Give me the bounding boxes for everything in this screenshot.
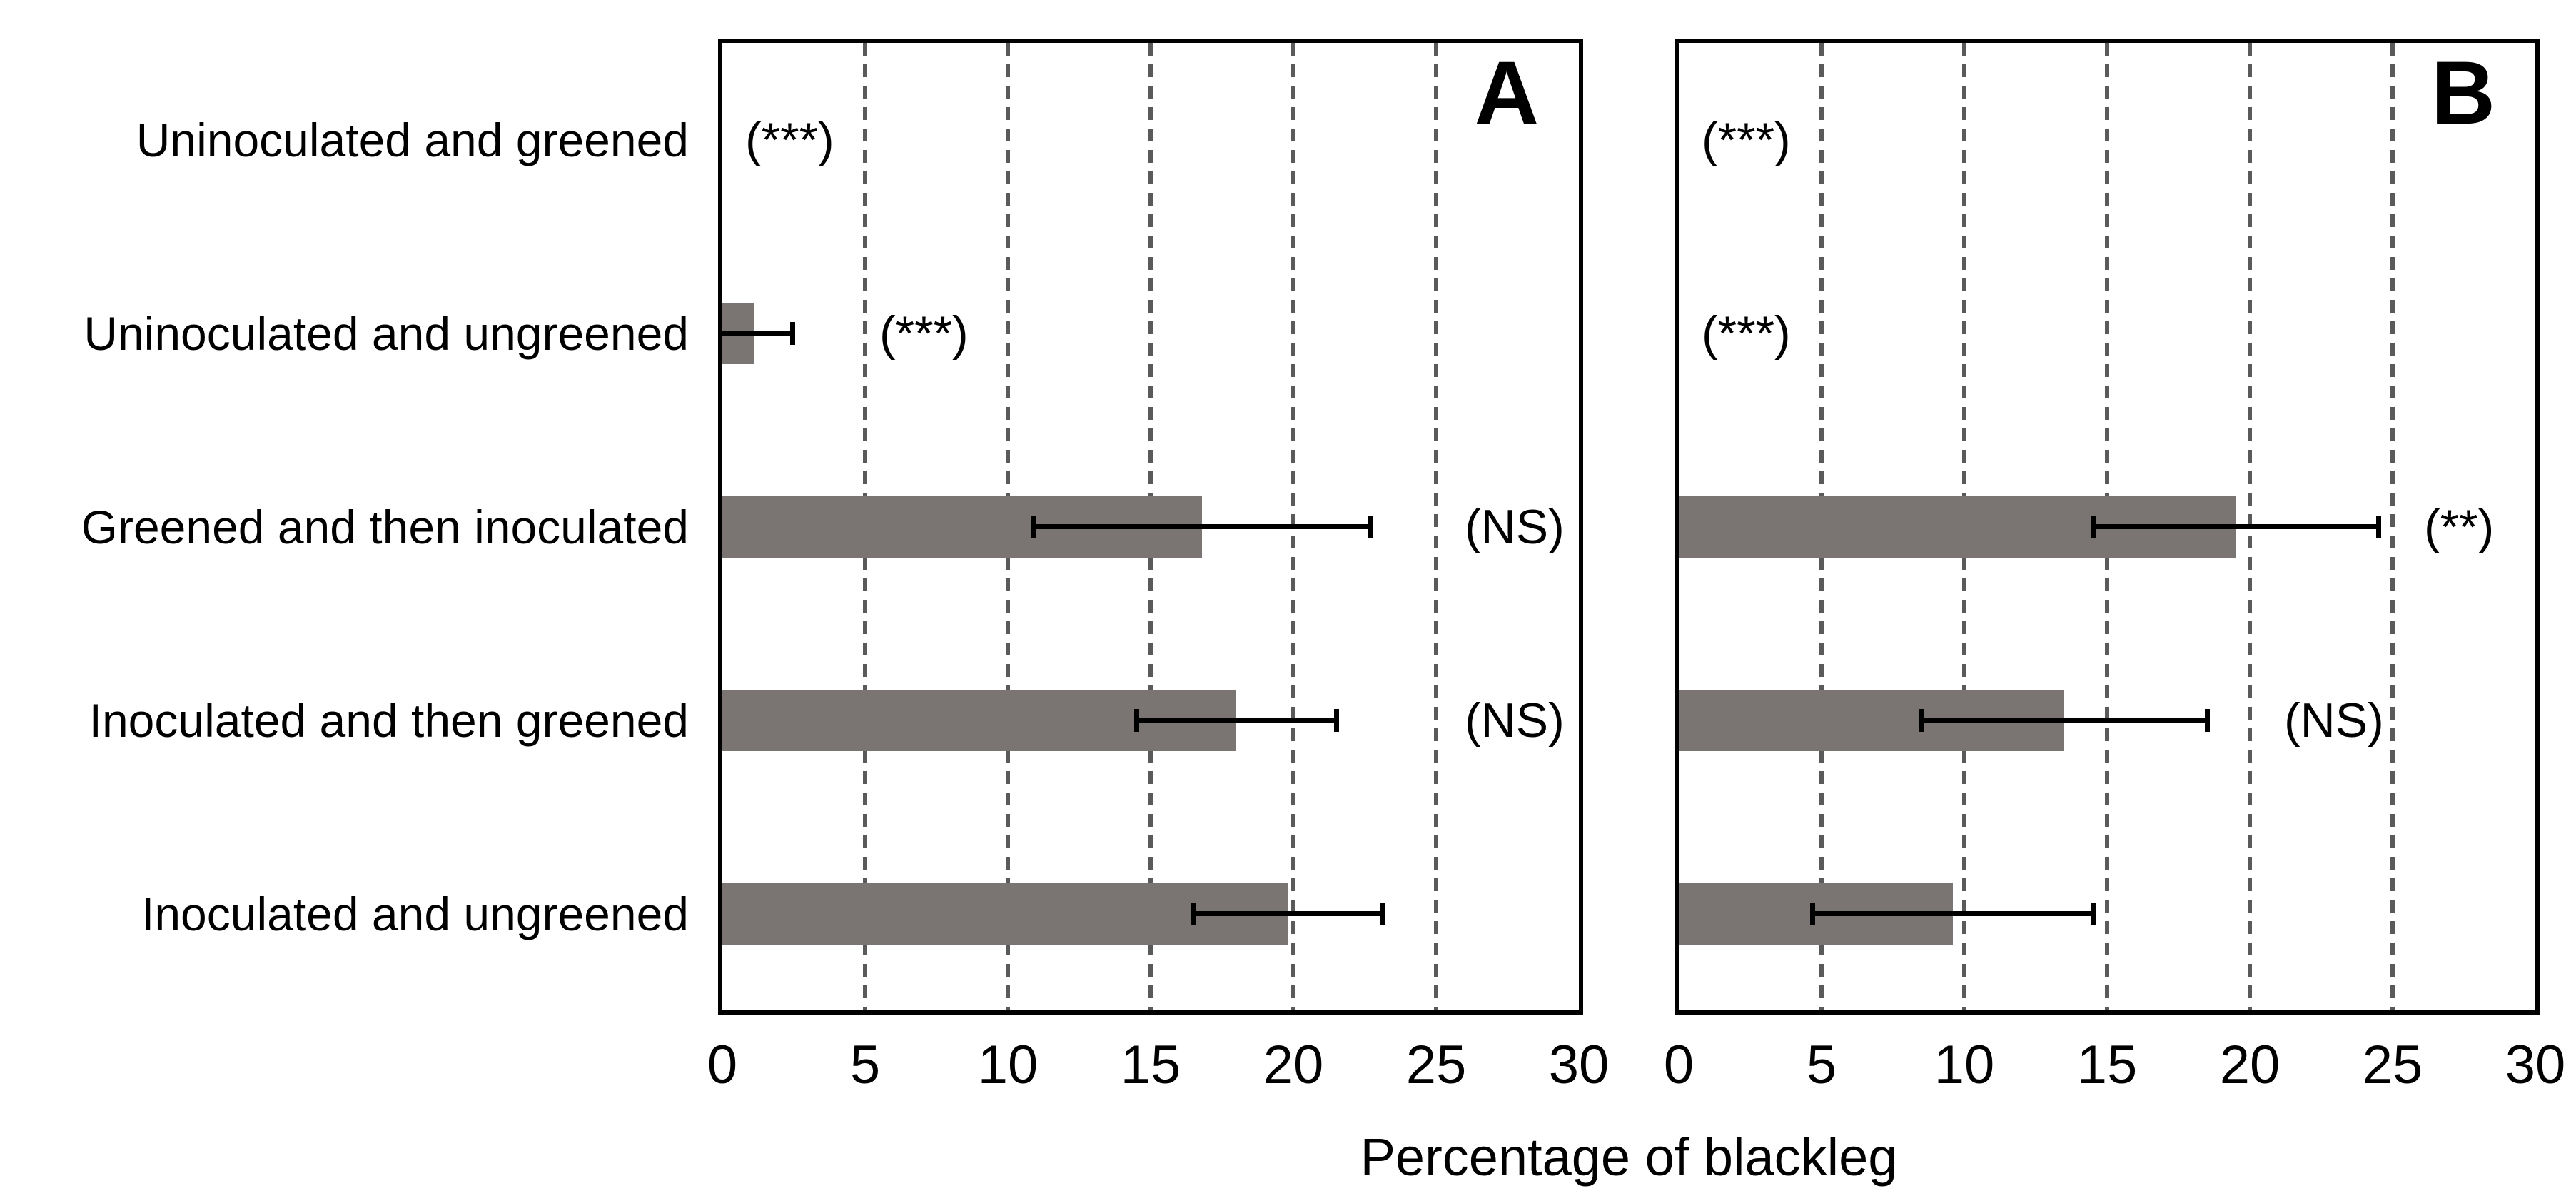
x-tick-label: 0	[707, 1035, 738, 1095]
significance-annotation: (***)	[1702, 113, 1791, 167]
x-tick-label: 15	[1120, 1035, 1181, 1095]
significance-annotation: (**)	[2424, 500, 2495, 554]
x-tick-label: 20	[2219, 1035, 2280, 1095]
error-bar-cap-low	[1031, 516, 1036, 538]
x-tick-label: 15	[2076, 1035, 2138, 1095]
x-tick-label: 10	[977, 1035, 1039, 1095]
x-tick-label: 20	[1263, 1035, 1324, 1095]
error-bar-line	[1813, 911, 2093, 916]
error-bar-line	[1136, 718, 1336, 723]
error-bar-cap-low	[1919, 709, 1924, 732]
error-bar-cap-high	[2376, 516, 2381, 538]
significance-annotation: (***)	[745, 113, 834, 167]
x-tick-label: 25	[1405, 1035, 1467, 1095]
error-bar-cap-high	[1334, 709, 1339, 732]
error-bar-cap-high	[2205, 709, 2210, 732]
x-tick-label: 5	[1806, 1035, 1837, 1095]
gridline-25	[2390, 43, 2395, 1010]
significance-annotation: (NS)	[1465, 500, 1565, 554]
error-bar-cap-low	[1810, 903, 1815, 925]
significance-annotation: (***)	[1702, 306, 1791, 361]
category-label: Uninoculated and ungreened	[84, 307, 689, 360]
error-bar-cap-high	[1368, 516, 1373, 538]
panel-letter-a: A	[1474, 44, 1539, 143]
error-bar-line	[1193, 911, 1382, 916]
error-bar-line	[1034, 524, 1370, 529]
significance-annotation: (NS)	[1465, 693, 1565, 748]
error-bar-line	[2093, 524, 2378, 529]
panel-a: A (***) (***) (NS) (NS)	[718, 39, 1583, 1015]
error-bar-cap-high	[790, 322, 795, 345]
category-label: Inoculated and ungreened	[141, 888, 689, 940]
panel-letter-b: B	[2430, 44, 2495, 143]
error-bar-line	[1921, 718, 2207, 723]
x-tick-label: 0	[1663, 1035, 1694, 1095]
x-tick-label: 30	[1548, 1035, 1610, 1095]
x-tick-label: 25	[2362, 1035, 2423, 1095]
error-bar-cap-high	[1380, 903, 1385, 925]
x-tick-label: 5	[849, 1035, 881, 1095]
error-bar-cap-high	[2091, 903, 2096, 925]
significance-annotation: (***)	[879, 306, 969, 361]
error-bar-line	[722, 331, 792, 336]
category-label: Inoculated and then greened	[89, 694, 689, 747]
x-tick-label: 30	[2505, 1035, 2566, 1095]
x-tick-label: 10	[1934, 1035, 1995, 1095]
error-bar-cap-low	[1191, 903, 1196, 925]
category-label: Greened and then inoculated	[81, 501, 689, 553]
significance-annotation: (NS)	[2284, 693, 2384, 748]
gridline-25	[1434, 43, 1438, 1010]
panel-b: B (***) (***) (**) (NS)	[1675, 39, 2540, 1015]
error-bar-cap-low	[1134, 709, 1139, 732]
x-axis-label: Percentage of blackleg	[1360, 1127, 1898, 1187]
category-label: Uninoculated and greened	[136, 114, 689, 166]
error-bar-cap-low	[2091, 516, 2096, 538]
